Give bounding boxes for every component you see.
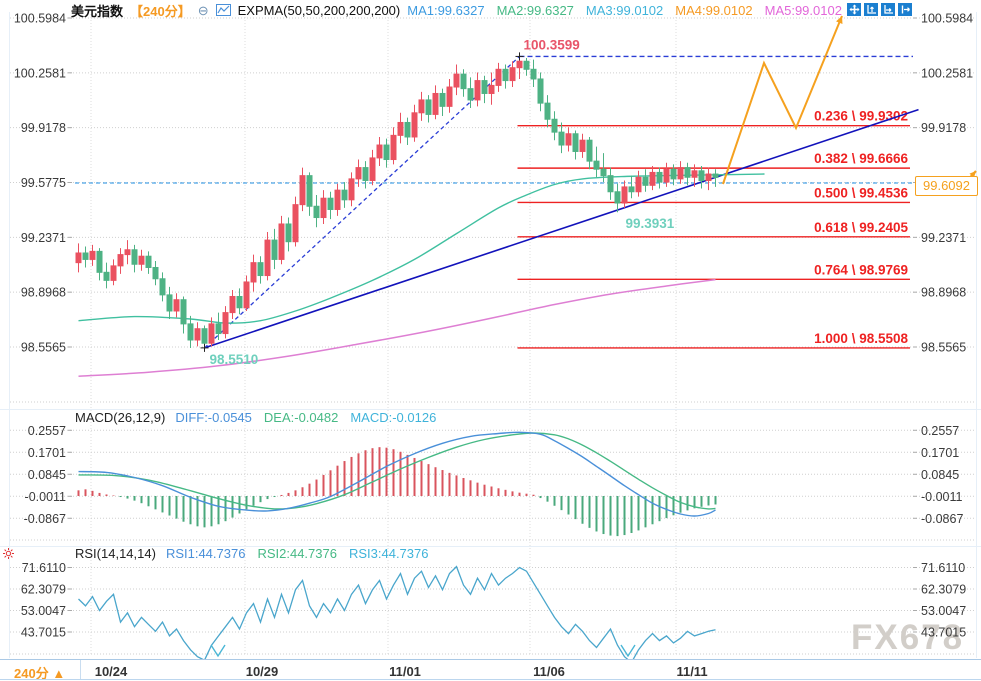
svg-text:62.3079: 62.3079: [921, 583, 966, 597]
rsi-legend: RSI1:44.7376 RSI2:44.7376 RSI3:44.7376: [166, 546, 429, 561]
svg-text:100.5984: 100.5984: [14, 12, 66, 26]
macd-legend: DIFF:-0.0545 DEA:-0.0482 MACD:-0.0126: [175, 410, 436, 425]
svg-text:43.7015: 43.7015: [21, 626, 66, 640]
anchor-markers: [200, 52, 524, 352]
legend-item: DEA:-0.0482: [263, 410, 339, 425]
trend-lines: [204, 55, 919, 349]
svg-text:0.618 \ 99.2405: 0.618 \ 99.2405: [814, 220, 908, 235]
interval-tag: 【240分】: [130, 3, 191, 19]
svg-text:100.3599: 100.3599: [524, 37, 580, 52]
collapse-icon[interactable]: ⊖: [197, 2, 209, 18]
current-price-label: 99.6092: [915, 176, 978, 196]
legend-item: MACD:-0.0126: [350, 410, 437, 425]
svg-text:98.5565: 98.5565: [21, 341, 66, 355]
date-label: 11/01: [389, 664, 421, 679]
axis-labels: 100.5984 100.5984 100.2581 100.2581 99.9178 9…: [14, 12, 973, 640]
svg-text:98.5565: 98.5565: [921, 341, 966, 355]
svg-text:0.0845: 0.0845: [28, 468, 66, 482]
svg-text:0.0845: 0.0845: [921, 468, 959, 482]
svg-text:0.382 \ 99.6666: 0.382 \ 99.6666: [814, 151, 908, 166]
legend-item: MA2:99.6327: [496, 2, 574, 18]
svg-text:53.0047: 53.0047: [921, 604, 966, 618]
svg-text:-0.0011: -0.0011: [25, 490, 67, 504]
chart-toolbar: [847, 3, 912, 16]
legend-item: RSI1:44.7376: [165, 546, 246, 561]
svg-text:43.7015: 43.7015: [921, 626, 966, 640]
date-label: 11/11: [676, 664, 708, 679]
svg-text:0.236 \ 99.9302: 0.236 \ 99.9302: [814, 109, 908, 124]
svg-text:99.2371: 99.2371: [921, 231, 966, 245]
fib-retracement: 0.236 \ 99.9302 0.382 \ 99.6666 0.500 \ 99…: [517, 109, 910, 349]
macd-panel-header: MACD(26,12,9) DIFF:-0.0545 DEA:-0.0482 MAC…: [75, 410, 436, 425]
indicator-settings-icon[interactable]: [2, 547, 15, 565]
svg-text:53.0047: 53.0047: [21, 604, 66, 618]
svg-text:0.1701: 0.1701: [921, 446, 959, 460]
svg-text:99.5775: 99.5775: [21, 176, 66, 190]
main-chart-header: 美元指数 【240分】 ⊖ EXPMA(50,50,200,200,200) M…: [71, 2, 842, 19]
svg-text:-0.0011: -0.0011: [921, 490, 963, 504]
svg-text:62.3079: 62.3079: [21, 583, 66, 597]
svg-text:100.5984: 100.5984: [921, 12, 973, 26]
rsi-panel-header: RSI(14,14,14) RSI1:44.7376 RSI2:44.7376 RS…: [75, 546, 428, 561]
svg-text:0.1701: 0.1701: [28, 446, 66, 460]
svg-text:99.2371: 99.2371: [21, 231, 66, 245]
date-label: 10/29: [245, 664, 279, 679]
svg-text:99.3931: 99.3931: [626, 216, 675, 231]
legend-item: RSI3:44.7376: [348, 546, 429, 561]
legend-item: MA5:99.0102: [764, 2, 842, 18]
legend-item: MA1:99.6327: [407, 2, 485, 18]
svg-text:0.500 \ 99.4536: 0.500 \ 99.4536: [814, 185, 908, 200]
timeframe-selector[interactable]: 240分 ▲: [14, 666, 66, 681]
move-tool-icon[interactable]: [847, 3, 861, 16]
svg-text:0.764 \ 98.9769: 0.764 \ 98.9769: [814, 262, 908, 277]
footer-bottom-line: [0, 679, 981, 680]
legend-item: RSI2:44.7376: [257, 546, 337, 561]
svg-text:100.2581: 100.2581: [921, 66, 973, 80]
svg-text:1.000 \ 98.5508: 1.000 \ 98.5508: [814, 331, 908, 346]
indicator-name: EXPMA(50,50,200,200,200): [237, 2, 401, 18]
gridlines: [10, 14, 977, 656]
svg-text:-0.0867: -0.0867: [24, 512, 66, 526]
rsi-line: [78, 565, 716, 664]
time-axis-bar: 240分 ▲ 10/24 10/29 11/01 11/06 11/11: [0, 659, 981, 681]
svg-text:0.2557: 0.2557: [921, 424, 959, 438]
date-label: 10/24: [94, 664, 128, 679]
pan-right-icon[interactable]: [898, 3, 912, 16]
watermark: FX678: [851, 618, 964, 657]
svg-text:-0.0867: -0.0867: [921, 512, 963, 526]
svg-text:0.2557: 0.2557: [28, 424, 66, 438]
rsi-title: RSI(14,14,14): [75, 546, 156, 561]
macd-lines: [78, 431, 716, 517]
svg-text:71.6110: 71.6110: [22, 561, 66, 575]
macd-title: MACD(26,12,9): [75, 410, 166, 425]
triangle-up-icon: ▲: [52, 666, 66, 681]
reference-lines: [75, 55, 976, 184]
svg-text:100.2581: 100.2581: [14, 66, 66, 80]
svg-text:98.8968: 98.8968: [921, 286, 966, 300]
zoom-x-axis-icon[interactable]: [881, 3, 895, 16]
svg-text:FX678: FX678: [851, 618, 964, 657]
expma-legend: MA1:99.6327 MA2:99.6327 MA3:99.0102 MA4:99.…: [407, 3, 842, 18]
svg-text:71.6110: 71.6110: [921, 561, 965, 575]
svg-text:98.8968: 98.8968: [21, 286, 66, 300]
line-chart-icon[interactable]: [215, 4, 231, 16]
legend-item: MA4:99.0102: [675, 2, 753, 18]
symbol-name: 美元指数: [71, 3, 124, 19]
zoom-y-axis-icon[interactable]: [864, 3, 878, 16]
svg-text:99.9178: 99.9178: [21, 121, 66, 135]
macd-histogram: [77, 447, 717, 537]
legend-item: DIFF:-0.0545: [175, 410, 252, 425]
candlesticks: [75, 56, 719, 349]
legend-item: MA3:99.0102: [585, 2, 664, 18]
footer-divider: [80, 660, 81, 679]
chevron-down-markers: [210, 644, 636, 658]
svg-text:98.5510: 98.5510: [210, 352, 259, 367]
date-label: 11/06: [533, 664, 565, 679]
price-annotations: 100.3599 99.3931 98.5510: [210, 37, 675, 366]
svg-text:99.9178: 99.9178: [921, 121, 966, 135]
